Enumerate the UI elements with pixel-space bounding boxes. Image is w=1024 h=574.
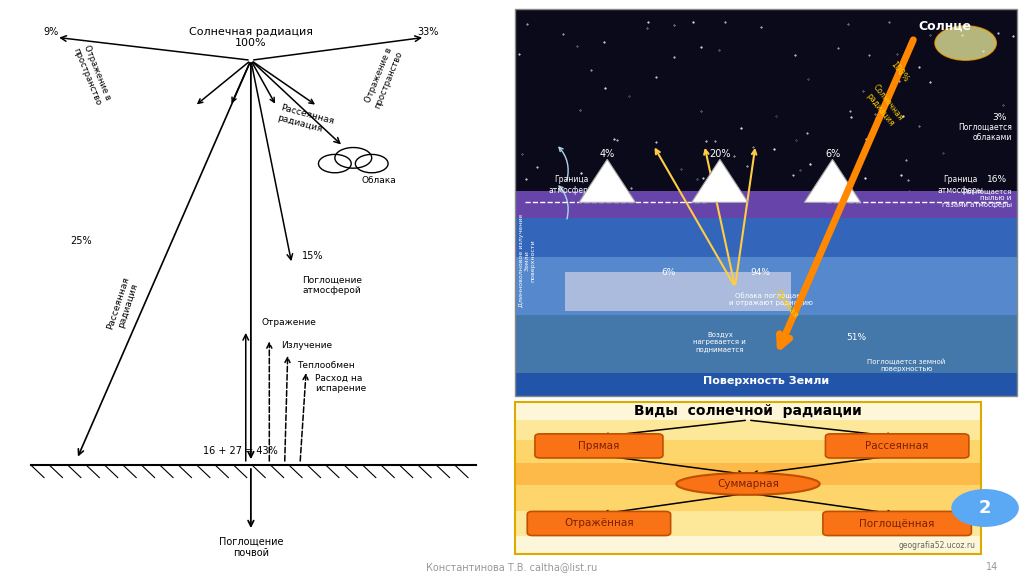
Bar xyxy=(515,511,981,536)
Text: Рассеянная
радиация: Рассеянная радиация xyxy=(276,103,335,136)
Text: 25%: 25% xyxy=(71,236,92,246)
Polygon shape xyxy=(580,160,635,203)
Text: Воздух
нагревается и
поднимается: Воздух нагревается и поднимается xyxy=(693,332,746,352)
Text: 100%: 100% xyxy=(888,60,910,84)
Bar xyxy=(515,486,981,511)
Circle shape xyxy=(951,489,1019,527)
Polygon shape xyxy=(692,160,748,203)
Text: 6%: 6% xyxy=(825,149,840,158)
Text: Поглощается
облаками: Поглощается облаками xyxy=(957,123,1012,142)
Text: Суммарная: Суммарная xyxy=(717,479,779,489)
Text: Поглощается
пылью и
газами атмосферы: Поглощается пылью и газами атмосферы xyxy=(942,188,1012,208)
Bar xyxy=(515,191,1017,222)
Text: 94%: 94% xyxy=(751,267,771,277)
Text: Рассеянная: Рассеянная xyxy=(865,441,929,451)
Text: Облака поглощают
и отражают радиацию: Облака поглощают и отражают радиацию xyxy=(729,292,813,306)
Text: Солнце: Солнце xyxy=(919,20,972,32)
Bar xyxy=(515,402,981,420)
Text: 20%: 20% xyxy=(710,149,730,158)
Text: почвой: почвой xyxy=(232,548,269,558)
Text: 16%: 16% xyxy=(986,174,1007,184)
Text: 2: 2 xyxy=(979,499,991,517)
Text: 3%: 3% xyxy=(992,113,1007,122)
Text: Солнечная
радиация: Солнечная радиация xyxy=(862,83,905,129)
Text: Поглощённая: Поглощённая xyxy=(859,518,935,529)
Text: Поверхность Земли: Поверхность Земли xyxy=(702,375,829,386)
Text: geografia52.ucoz.ru: geografia52.ucoz.ru xyxy=(899,541,976,550)
Text: Отражение в
пространство: Отражение в пространство xyxy=(364,45,404,110)
Text: Отражение в
пространство: Отражение в пространство xyxy=(72,42,113,107)
Text: Отражение: Отражение xyxy=(261,318,316,327)
Text: 14: 14 xyxy=(986,562,998,572)
Text: Граница
атмосферы: Граница атмосферы xyxy=(938,176,983,195)
Text: 51%: 51% xyxy=(846,333,866,343)
FancyBboxPatch shape xyxy=(527,511,671,536)
Text: Виды  солнечной  радиации: Виды солнечной радиации xyxy=(634,404,862,418)
Bar xyxy=(515,440,981,463)
Bar xyxy=(515,9,1017,195)
Text: Поглощение: Поглощение xyxy=(219,537,283,546)
Ellipse shape xyxy=(677,473,819,495)
Text: Длинноволновое излучение
Земли
поверхности: Длинноволновое излучение Земли поверхнос… xyxy=(519,214,536,307)
Text: 4%: 4% xyxy=(600,149,614,158)
Bar xyxy=(515,315,1017,396)
Text: Поглощение
атмосферой: Поглощение атмосферой xyxy=(302,276,362,295)
Circle shape xyxy=(935,26,996,60)
Text: 9%: 9% xyxy=(43,26,58,37)
Text: Расход на
испарение: Расход на испарение xyxy=(315,374,367,393)
Text: 15%: 15% xyxy=(302,251,324,261)
Bar xyxy=(515,9,1017,396)
Text: 6%: 6% xyxy=(662,267,676,277)
Text: 33%: 33% xyxy=(417,26,438,37)
Text: Прямая: Прямая xyxy=(579,441,620,451)
Text: Теплообмен: Теплообмен xyxy=(297,361,354,370)
Text: 100%: 100% xyxy=(236,38,266,48)
FancyBboxPatch shape xyxy=(825,434,969,458)
FancyBboxPatch shape xyxy=(535,434,663,458)
Text: Отражённая: Отражённая xyxy=(564,518,634,529)
Text: Константинова Т.В. caltha@list.ru: Константинова Т.В. caltha@list.ru xyxy=(426,562,598,572)
Text: Излучение: Излучение xyxy=(282,341,333,350)
Bar xyxy=(515,420,981,440)
Bar xyxy=(515,257,1017,319)
Text: Граница
атмосферы: Граница атмосферы xyxy=(549,176,594,195)
Text: Поглощается земной
поверхностью: Поглощается земной поверхностью xyxy=(867,358,945,372)
Bar xyxy=(515,373,1017,396)
Text: Прямая: Прямая xyxy=(772,288,800,320)
Text: Облака: Облака xyxy=(361,176,396,185)
Text: 16 + 27 = 43%: 16 + 27 = 43% xyxy=(204,447,278,456)
Bar xyxy=(515,463,981,486)
Bar xyxy=(515,402,981,554)
Bar xyxy=(515,218,1017,261)
Bar xyxy=(515,536,981,554)
Text: Солнечная радиация: Солнечная радиация xyxy=(188,26,313,37)
Bar xyxy=(565,272,792,311)
FancyBboxPatch shape xyxy=(823,511,972,536)
Polygon shape xyxy=(805,160,860,203)
Text: Рассеянная
радиация: Рассеянная радиация xyxy=(105,275,140,333)
